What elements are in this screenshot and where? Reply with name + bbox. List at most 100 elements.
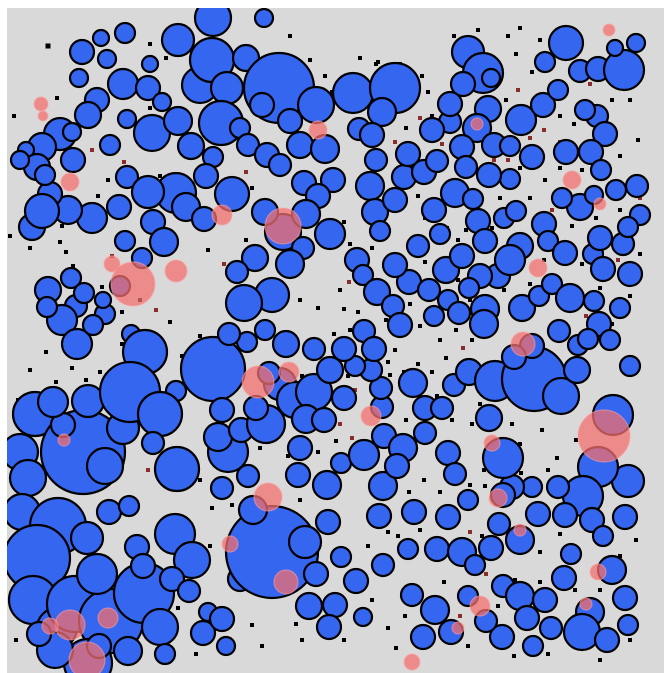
food-particle	[543, 178, 547, 182]
food-particle	[506, 34, 510, 38]
blue-cell	[507, 293, 537, 323]
food-particle	[538, 550, 542, 554]
blue-cell	[319, 166, 347, 194]
blue-cell	[616, 260, 644, 288]
food-particle	[348, 242, 352, 246]
blue-cell	[302, 560, 330, 588]
blue-cell	[208, 396, 236, 424]
blue-cell	[477, 534, 505, 562]
food-particle	[404, 418, 408, 422]
food-particle	[418, 324, 422, 328]
pink-cell	[164, 259, 188, 283]
blue-cell	[314, 508, 342, 536]
pink-cell	[273, 569, 299, 595]
blue-cell	[616, 215, 640, 239]
blue-cell	[504, 103, 538, 137]
blue-cell	[552, 138, 580, 166]
blue-cell	[354, 170, 386, 202]
food-particle	[538, 580, 542, 584]
blue-cell	[36, 385, 70, 419]
blue-cell	[367, 470, 399, 502]
food-particle	[386, 530, 390, 534]
blue-cell	[418, 116, 446, 144]
food-particle	[435, 394, 439, 398]
food-particle	[468, 298, 472, 302]
blue-cell	[419, 594, 451, 626]
red-food-particle	[393, 140, 397, 144]
food-particle	[45, 43, 51, 49]
food-particle	[454, 328, 458, 332]
blue-cell	[23, 192, 61, 230]
blue-cell	[498, 167, 522, 191]
blue-cell	[224, 283, 264, 323]
food-particle	[422, 478, 426, 482]
blue-cell	[521, 634, 545, 658]
blue-cell	[434, 503, 462, 531]
blue-cell	[589, 158, 613, 182]
blue-cell	[294, 591, 324, 621]
food-particle	[180, 354, 184, 358]
blue-cell	[611, 503, 639, 531]
blue-cells	[7, 8, 652, 673]
food-particle	[468, 483, 472, 487]
food-particle	[198, 334, 202, 338]
blue-cell	[284, 461, 312, 489]
food-particle	[393, 348, 397, 352]
blue-cell	[153, 642, 177, 666]
food-particle	[404, 126, 408, 130]
food-particle	[334, 439, 338, 443]
blue-cell	[551, 501, 579, 529]
food-particle	[518, 26, 522, 30]
food-particle	[14, 638, 18, 642]
food-particle	[426, 90, 430, 94]
food-particle	[430, 370, 434, 374]
blue-cell	[573, 98, 597, 122]
food-particle	[286, 454, 290, 458]
blue-cell	[547, 24, 585, 62]
food-particle	[408, 302, 412, 306]
blue-cell	[81, 313, 105, 337]
blue-cell	[546, 318, 572, 344]
blue-cell	[209, 70, 245, 106]
blue-cell	[68, 38, 96, 66]
blue-cell	[538, 615, 564, 641]
blue-cell	[461, 187, 485, 211]
blue-cell	[457, 276, 481, 300]
blue-cell	[405, 233, 431, 259]
blue-cell	[562, 355, 592, 385]
pink-cell	[513, 523, 527, 537]
food-particle	[316, 450, 320, 454]
food-particle	[490, 226, 494, 230]
food-particle	[403, 614, 407, 618]
blue-cell	[397, 367, 429, 399]
red-food-particle	[347, 280, 351, 284]
food-particle	[28, 246, 32, 250]
food-particle	[64, 250, 68, 254]
food-particle	[148, 106, 152, 110]
red-food-particle	[353, 388, 357, 392]
food-particle	[96, 194, 100, 198]
blue-cell	[213, 175, 251, 213]
blue-cell	[529, 91, 557, 119]
blue-cell	[216, 321, 242, 347]
food-particle	[12, 114, 16, 118]
blue-cell	[113, 21, 137, 45]
food-particle	[420, 74, 424, 78]
blue-cell	[493, 243, 527, 277]
food-particle	[580, 262, 584, 266]
blue-cell	[73, 100, 103, 130]
food-particle	[58, 240, 62, 244]
blue-cell	[370, 552, 396, 578]
pink-cell	[57, 433, 71, 447]
pink-cell	[602, 23, 616, 37]
blue-cell	[524, 500, 552, 528]
blue-cell	[85, 446, 125, 486]
blue-cell	[176, 578, 202, 604]
blue-cell	[589, 255, 617, 283]
food-particle	[510, 422, 514, 426]
blue-cell	[59, 146, 87, 174]
red-food-particle	[222, 262, 226, 266]
blue-cell	[486, 511, 512, 537]
blue-cell	[311, 469, 343, 501]
blue-cell	[365, 502, 393, 530]
